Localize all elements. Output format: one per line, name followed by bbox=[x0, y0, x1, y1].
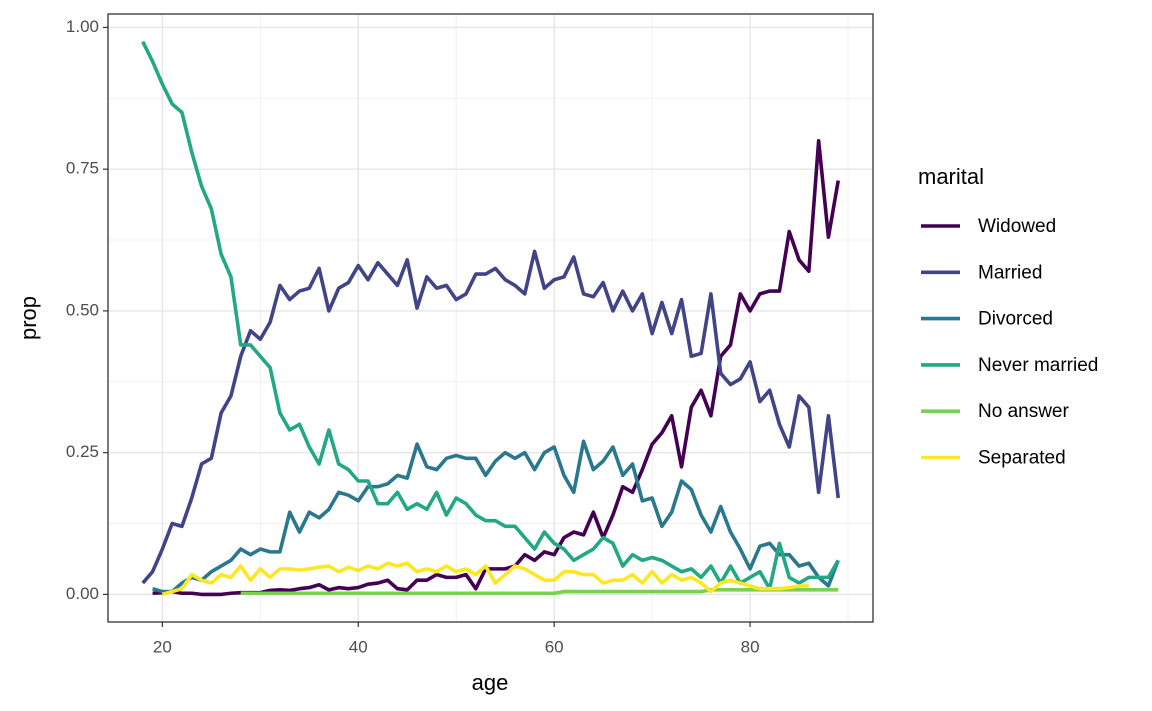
legend-title: marital bbox=[918, 164, 984, 189]
x-tick-label: 80 bbox=[741, 637, 760, 656]
legend-label: Never married bbox=[978, 355, 1098, 376]
legend: Widowed Married Divorced Never married No an… bbox=[921, 216, 1098, 469]
grid bbox=[108, 14, 873, 622]
y-axis-label: prop bbox=[16, 296, 41, 340]
panel-border bbox=[107, 13, 874, 623]
y-tick-label: 0.50 bbox=[66, 300, 99, 319]
series-line bbox=[141, 40, 840, 591]
y-tick-label: 0.25 bbox=[66, 442, 99, 461]
y-tick-label: 0.00 bbox=[66, 584, 99, 603]
x-tick-label: 60 bbox=[545, 637, 564, 656]
legend-label: No answer bbox=[978, 401, 1069, 422]
series-line bbox=[152, 139, 841, 597]
legend-label: Divorced bbox=[978, 309, 1053, 330]
lines bbox=[141, 40, 841, 597]
legend-label: Widowed bbox=[978, 216, 1056, 237]
x-axis-label: age bbox=[472, 670, 509, 695]
series-line bbox=[240, 588, 839, 596]
y-tick-label: 0.75 bbox=[66, 159, 99, 178]
x-tick-label: 20 bbox=[153, 637, 172, 656]
series-line bbox=[152, 439, 840, 594]
series-line bbox=[161, 561, 809, 597]
series-line bbox=[141, 249, 841, 585]
legend-label: Married bbox=[978, 262, 1042, 283]
legend-label: Separated bbox=[978, 448, 1066, 469]
y-tick-label: 1.00 bbox=[66, 17, 99, 36]
x-tick-label: 40 bbox=[349, 637, 368, 656]
